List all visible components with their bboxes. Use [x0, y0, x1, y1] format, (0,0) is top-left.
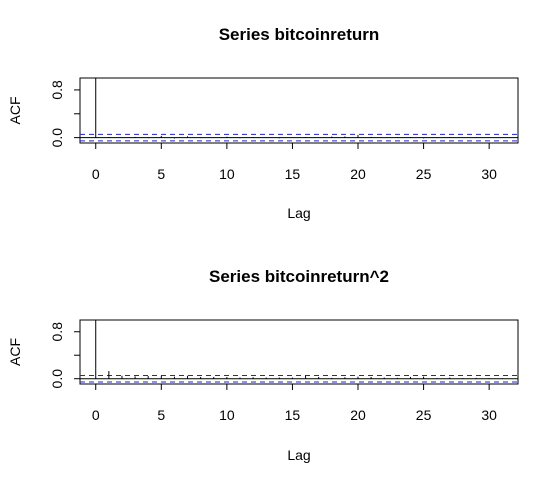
x-tick-label: 0	[92, 407, 100, 423]
chart-title: Series bitcoinreturn^2	[209, 267, 389, 286]
y-axis-label: ACF	[7, 97, 23, 125]
x-axis-label: Lag	[287, 205, 310, 221]
x-tick-label: 15	[285, 407, 301, 423]
x-tick-label: 0	[92, 166, 100, 182]
x-tick-label: 25	[416, 166, 432, 182]
x-tick-label: 30	[481, 407, 497, 423]
x-tick-label: 30	[481, 166, 497, 182]
x-tick-label: 5	[157, 407, 165, 423]
x-tick-label: 20	[350, 166, 366, 182]
x-tick-label: 5	[157, 166, 165, 182]
x-tick-label: 25	[416, 407, 432, 423]
y-axis-label: ACF	[7, 338, 23, 366]
y-tick-label: 0.0	[49, 128, 65, 148]
chart-title: Series bitcoinreturn	[219, 25, 380, 44]
x-axis-label: Lag	[287, 447, 310, 463]
y-tick-label: 0.0	[49, 369, 65, 389]
x-tick-label: 10	[219, 407, 235, 423]
y-tick-label: 0.8	[49, 322, 65, 342]
x-tick-label: 10	[219, 166, 235, 182]
x-tick-label: 20	[350, 407, 366, 423]
x-tick-label: 15	[285, 166, 301, 182]
y-tick-label: 0.8	[49, 80, 65, 100]
